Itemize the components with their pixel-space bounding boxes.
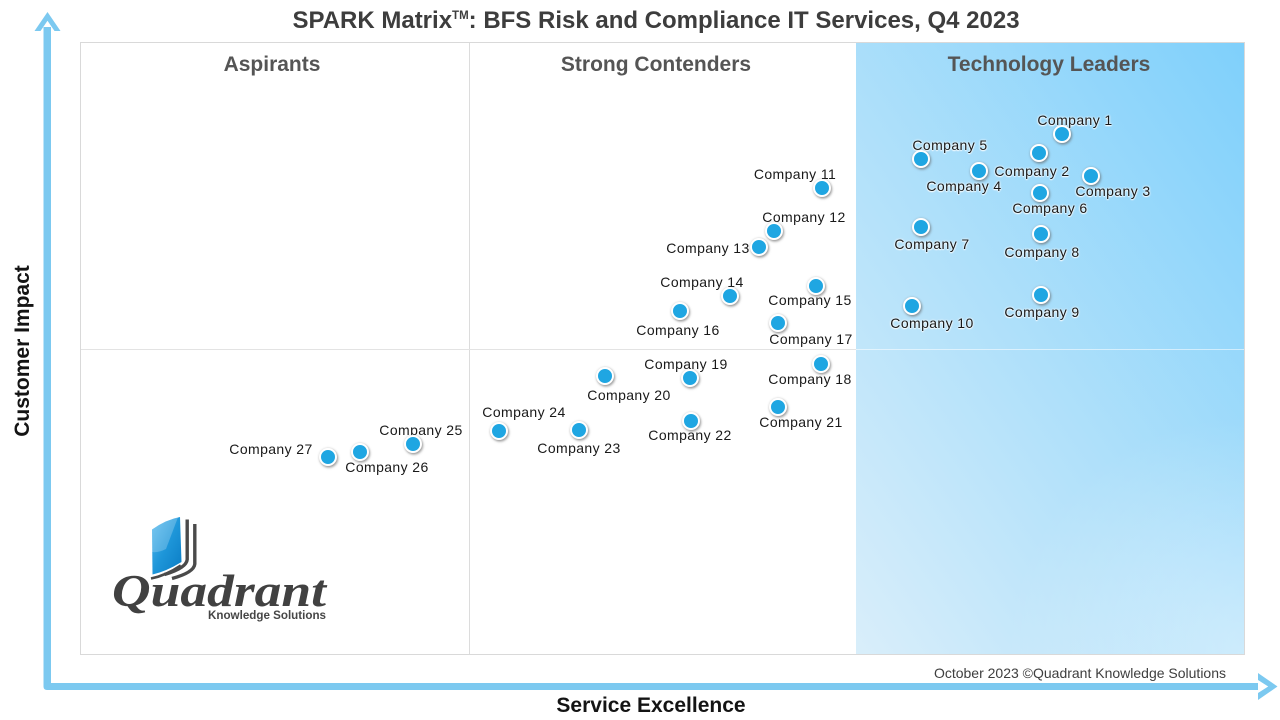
svg-text:Quadrant: Quadrant [112,565,327,616]
svg-text:Knowledge Solutions: Knowledge Solutions [208,608,326,622]
